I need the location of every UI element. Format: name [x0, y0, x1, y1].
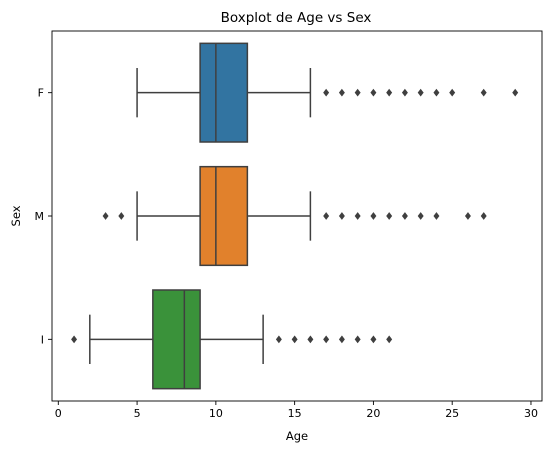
outlier-point	[102, 212, 109, 220]
boxes-layer	[71, 42, 519, 390]
outlier-point	[433, 88, 440, 97]
outlier-point	[512, 88, 519, 97]
x-tick-label: 0	[55, 407, 62, 420]
x-tick-label: 30	[524, 407, 538, 420]
y-tick-label: I	[41, 333, 44, 346]
outlier-point	[354, 88, 361, 97]
outlier-point	[354, 335, 361, 344]
y-axis: F M I	[35, 87, 52, 346]
outlier-point	[291, 335, 298, 344]
y-tick-label: F	[38, 87, 44, 100]
outlier-point	[370, 212, 377, 220]
x-axis-label: Age	[286, 429, 308, 443]
outlier-point	[338, 212, 345, 220]
outlier-point	[118, 212, 125, 220]
x-tick-label: 15	[288, 407, 302, 420]
outlier-point	[275, 335, 282, 344]
box-group-F	[136, 42, 519, 143]
iqr-box	[152, 289, 201, 390]
outlier-point	[401, 88, 408, 97]
y-tick-label: M	[35, 210, 45, 223]
x-axis: 0 5 10 15 20 25 30	[55, 401, 538, 420]
y-axis-label: Sex	[9, 205, 23, 226]
x-tick-label: 25	[445, 407, 459, 420]
outlier-point	[323, 212, 330, 220]
outlier-point	[386, 212, 393, 220]
outlier-point	[307, 335, 314, 344]
outlier-point	[354, 212, 361, 220]
outlier-point	[370, 88, 377, 97]
outlier-point	[449, 88, 456, 97]
iqr-box	[199, 165, 249, 267]
outlier-point	[480, 88, 487, 97]
outlier-point	[480, 212, 487, 220]
x-tick-label: 20	[366, 407, 380, 420]
outlier-point	[386, 335, 393, 344]
box-group-I	[71, 289, 393, 390]
outlier-point	[71, 335, 78, 344]
outlier-point	[338, 88, 345, 97]
outlier-point	[323, 335, 330, 344]
x-tick-label: 10	[209, 407, 223, 420]
outlier-point	[323, 88, 330, 97]
outlier-point	[417, 88, 424, 97]
outlier-point	[433, 212, 440, 220]
outlier-point	[464, 212, 471, 220]
iqr-box	[199, 42, 249, 143]
outlier-point	[386, 88, 393, 97]
outlier-point	[338, 335, 345, 344]
chart-title: Boxplot de Age vs Sex	[221, 10, 372, 26]
outlier-point	[417, 212, 424, 220]
box-group-M	[102, 165, 487, 267]
x-tick-label: 5	[134, 407, 141, 420]
outlier-point	[370, 335, 377, 344]
outlier-point	[401, 212, 408, 220]
